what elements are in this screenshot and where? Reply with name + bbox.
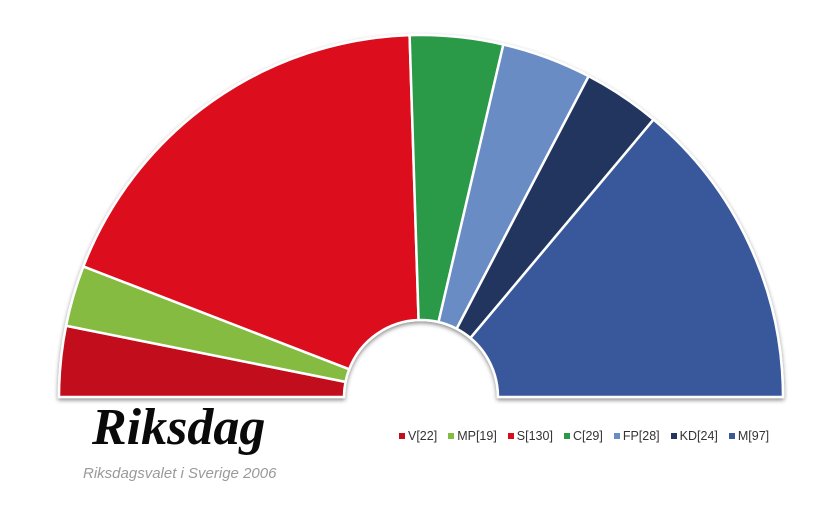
legend-item-m: M[97] bbox=[728, 429, 770, 443]
legend-item-fp: FP[28] bbox=[613, 429, 660, 443]
legend-label: FP[28] bbox=[622, 429, 660, 443]
legend-item-mp: MP[19] bbox=[448, 429, 497, 443]
legend-swatch bbox=[563, 433, 570, 439]
legend-item-s: S[130] bbox=[507, 429, 553, 443]
legend-swatch bbox=[507, 433, 514, 439]
legend-label: V[22] bbox=[408, 429, 438, 443]
legend-item-c: C[29] bbox=[563, 429, 603, 443]
slice-s bbox=[82, 33, 420, 371]
legend-item-kd: KD[24] bbox=[670, 429, 718, 443]
legend-label: S[130] bbox=[516, 429, 553, 443]
legend-label: M[97] bbox=[737, 429, 770, 443]
legend-label: C[29] bbox=[572, 429, 603, 443]
legend-label: KD[24] bbox=[679, 429, 718, 443]
legend-swatch bbox=[448, 433, 455, 439]
chart-subtitle: Riksdagsvalet i Sverige 2006 bbox=[83, 465, 277, 482]
legend-swatch bbox=[728, 433, 735, 439]
slice-m bbox=[469, 118, 785, 399]
legend: V[22] MP[19] S[130] C[29] FP[28] KD[24] M[97] bbox=[399, 429, 769, 443]
legend-swatch bbox=[399, 433, 405, 439]
legend-swatch bbox=[613, 433, 620, 439]
chart-title: Riksdag bbox=[92, 399, 266, 456]
legend-label: MP[19] bbox=[457, 429, 497, 443]
legend-item-v: V[22] bbox=[399, 429, 437, 443]
legend-swatch bbox=[670, 433, 677, 439]
